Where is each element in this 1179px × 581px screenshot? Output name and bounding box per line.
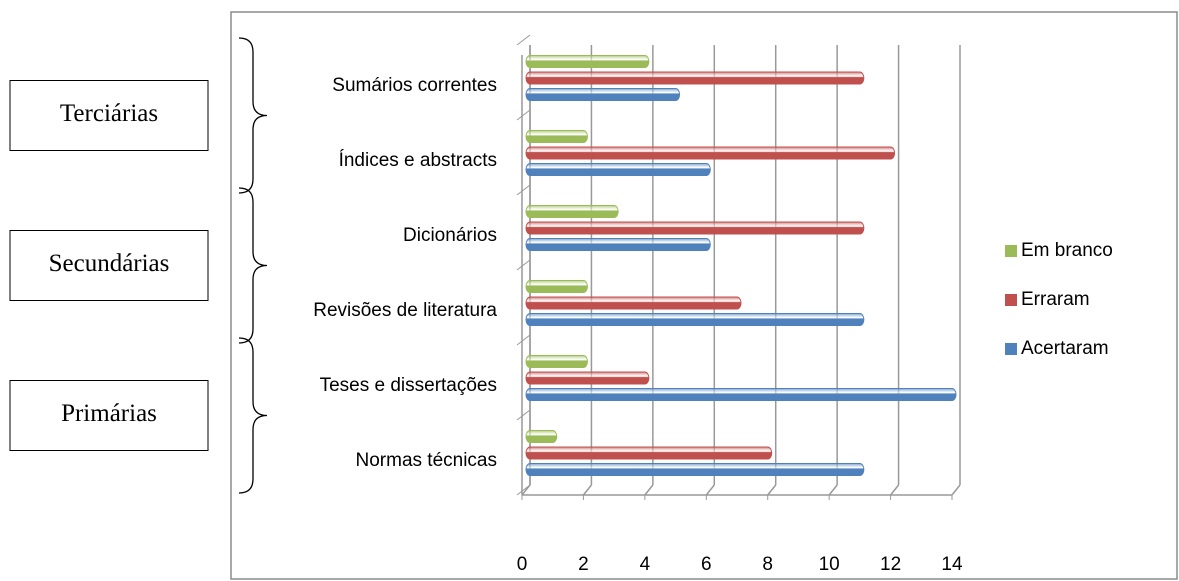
bar <box>525 463 865 476</box>
legend-swatch <box>1005 245 1017 257</box>
bar <box>525 221 865 235</box>
x-tick-label: 0 <box>517 554 528 575</box>
tick-mark <box>516 484 531 496</box>
bar <box>525 55 650 68</box>
brace <box>238 337 268 494</box>
bar <box>525 446 773 460</box>
grid-line <box>521 484 531 496</box>
legend-swatch <box>1005 343 1017 355</box>
grid-line <box>767 484 777 496</box>
bar <box>525 355 588 368</box>
bar <box>525 71 865 85</box>
group-label: Secundárias <box>49 250 170 277</box>
grid-line <box>644 484 654 496</box>
grid-line <box>828 484 838 496</box>
grid-line <box>582 484 593 496</box>
bar <box>525 430 558 443</box>
bar <box>525 163 711 176</box>
bar <box>525 371 650 385</box>
x-tick-label: 2 <box>578 554 589 575</box>
bar <box>525 313 865 326</box>
y-tick-label: Índices e abstracts <box>339 150 497 171</box>
bar <box>525 88 681 101</box>
brace <box>238 37 268 194</box>
tick-mark <box>516 334 531 346</box>
x-tick-label: 12 <box>880 554 901 575</box>
x-tick-label: 4 <box>640 554 651 575</box>
bar <box>525 205 619 218</box>
brace <box>238 187 268 344</box>
group-box <box>9 380 209 451</box>
tick-mark <box>516 184 531 196</box>
x-tick-label: 14 <box>941 554 963 575</box>
x-tick-label: 6 <box>701 554 712 575</box>
legend-swatch <box>1005 294 1017 306</box>
bar <box>525 238 711 251</box>
tick-mark <box>516 34 531 46</box>
bar <box>525 388 957 401</box>
grid-line <box>889 484 900 496</box>
x-tick-label: 8 <box>762 554 773 575</box>
tick-mark <box>516 409 531 421</box>
y-tick-label: Sumários correntes <box>332 75 497 96</box>
grid-line <box>705 484 715 496</box>
legend-label: Acertaram <box>1021 338 1109 359</box>
group-label: Primárias <box>61 400 157 427</box>
bar <box>525 130 588 143</box>
group-box <box>9 230 209 301</box>
y-tick-label: Revisões de literatura <box>313 300 497 321</box>
y-tick-label: Dicionários <box>403 225 497 246</box>
tick-mark <box>516 259 531 271</box>
group-box <box>9 80 209 151</box>
chart-frame <box>230 11 1178 580</box>
legend-label: Em branco <box>1021 240 1113 261</box>
bar <box>525 146 896 160</box>
group-label: Terciárias <box>60 100 158 127</box>
grid-line <box>951 484 961 496</box>
bar <box>525 280 588 293</box>
x-tick-label: 10 <box>819 554 840 575</box>
y-tick-label: Normas técnicas <box>356 450 498 471</box>
y-tick-label: Teses e dissertações <box>320 375 497 396</box>
tick-mark <box>516 109 531 121</box>
bar <box>525 296 742 310</box>
legend-label: Erraram <box>1021 289 1090 310</box>
